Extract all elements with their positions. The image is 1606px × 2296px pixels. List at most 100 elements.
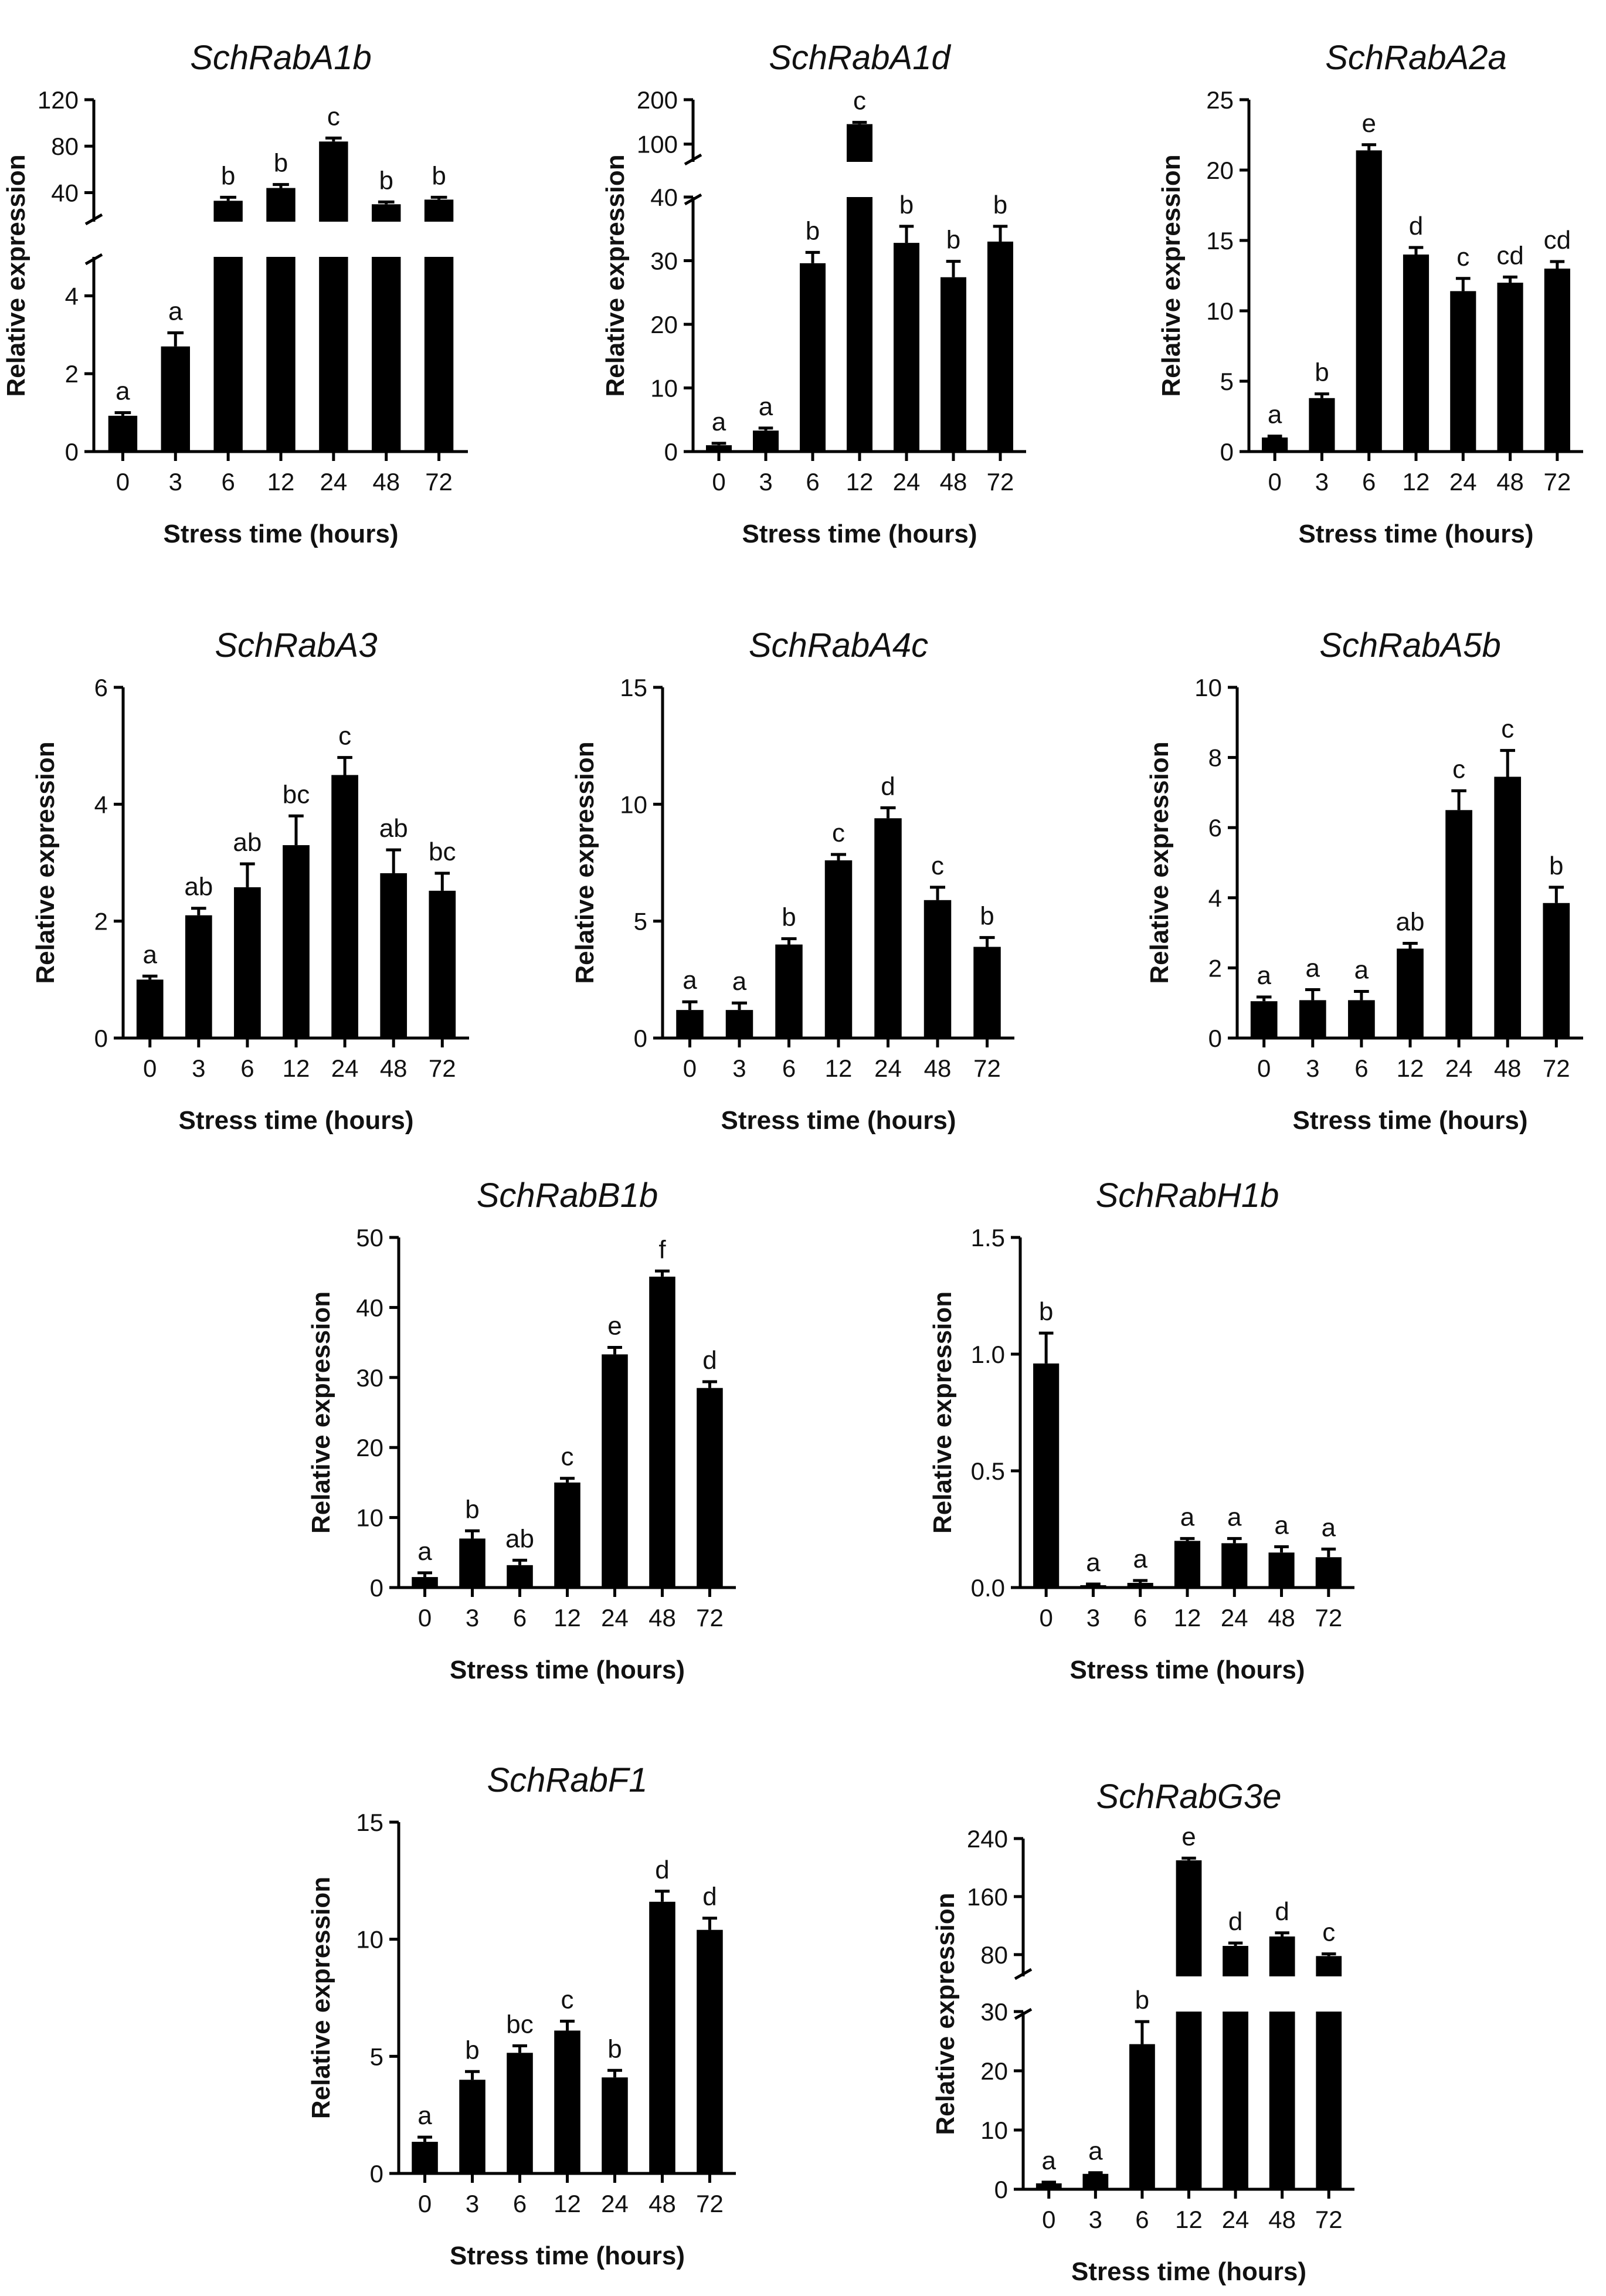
bar-12 [1174,1541,1201,1588]
y-axis-title: Relative expression [307,1291,335,1534]
bar-6 [1348,1000,1375,1038]
x-tick-label: 3 [1089,2206,1102,2233]
bar-12 [1397,948,1424,1038]
significance-letter: c [853,87,866,116]
bar-48-upper [1269,1936,1295,1976]
bar-72 [429,890,456,1038]
significance-letter: bc [283,780,310,809]
significance-letter: a [1180,1503,1195,1531]
bar-12 [847,197,872,452]
significance-letter: bc [506,2010,533,2039]
y-tick-label: 20 [650,311,678,338]
bar-48-upper [372,204,401,222]
y-tick-label: 6 [1208,814,1222,842]
x-tick-label: 48 [1268,1604,1295,1632]
y-tick-label: 30 [980,1998,1008,2026]
y-tick-label: 4 [65,282,79,310]
bar-48 [1497,283,1523,452]
x-axis-title: Stress time (hours) [164,520,399,548]
x-tick-label: 72 [987,468,1014,496]
x-tick-label: 6 [1362,468,1376,496]
bar-72 [973,947,1001,1038]
significance-letter: e [1361,109,1376,138]
bar-3 [1080,1585,1106,1588]
chart-panel-SchRabA1b: 02440801200a3a6b12b24c48b72bSchRabA1bStr… [2,39,468,548]
y-tick-label: 5 [1220,368,1234,395]
chart-panel-SchRabH1b: 0.0 0.5 1.0 1.5 0 b 3 a 6 a 12 a 24 a 48 a 72 a SchRabH1b S… [928,1176,1354,1684]
y-tick-label: 0 [664,438,678,466]
y-tick-label: 100 [637,131,678,158]
significance-letter: d [702,1883,717,1911]
bar-48 [380,873,408,1038]
y-tick-label: 15 [620,674,647,701]
y-tick-label: 10 [980,2117,1008,2144]
x-tick-label: 3 [759,468,772,496]
bar-72 [424,257,454,452]
significance-letter: b [1315,358,1329,387]
significance-letter: c [1456,243,1469,272]
significance-letter: c [1501,715,1514,744]
bar-0 [412,2142,438,2173]
significance-letter: b [1039,1297,1053,1326]
significance-letter: a [1257,961,1271,990]
bar-72 [1315,1557,1342,1588]
bar-6 [800,263,826,452]
bar-12-upper [847,124,872,162]
bar-12 [824,860,853,1038]
chart-title: SchRabG3e [1096,1778,1282,1816]
x-tick-label: 24 [1445,1054,1473,1082]
x-tick-label: 48 [1268,2206,1296,2233]
chart-panel-SchRabB1b: 0 10 20 30 40 50 0 a 3 b 6 ab 12 c 24 e 48 f 72 d SchRabB1b S… [307,1176,736,1684]
chart-title: SchRabA5b [1319,626,1501,664]
bar-72-upper [1316,1956,1342,1976]
bar-12 [266,257,296,452]
y-tick-label: 10 [1194,674,1222,701]
bar-3 [753,430,779,452]
bar-6 [507,1565,533,1588]
significance-letter: e [1181,1822,1196,1851]
y-tick-label: 0 [370,2160,383,2188]
x-tick-label: 72 [696,1604,724,1632]
bar-0 [108,415,138,452]
bar-72-upper [424,199,454,222]
significance-letter: b [607,2034,622,2063]
y-tick-label: 2 [1208,954,1222,982]
bar-3 [459,2080,485,2173]
x-tick-label: 72 [1543,1054,1570,1082]
significance-letter: a [732,967,747,996]
x-tick-label: 72 [429,1054,456,1082]
bar-72 [697,1929,723,2173]
significance-letter: b [806,216,820,245]
y-tick-label: 240 [967,1825,1008,1853]
significance-letter: a [1306,954,1320,982]
chart-panel-SchRabA4c: 0 5 10 15 0 a 3 a 6 b 12 c 24 d 48 c 72 b SchRabA4c Stress … [571,626,1014,1135]
x-tick-label: 24 [601,2190,629,2217]
bar-72 [987,241,1013,452]
bar-24 [1221,1543,1248,1588]
bar-12 [554,2030,580,2173]
significance-letter: bc [429,837,456,866]
bar-3 [459,1538,485,1588]
x-tick-label: 72 [1543,468,1571,496]
significance-letter: a [1268,401,1282,429]
bar-3 [161,346,190,452]
x-tick-label: 12 [1175,2206,1203,2233]
y-tick-label: 0 [1208,1025,1222,1052]
bar-0 [1250,1001,1278,1038]
significance-letter: a [683,966,697,995]
bar-24 [1223,2012,1248,2189]
x-tick-label: 3 [1086,1604,1100,1632]
y-axis-title: Relative expression [571,741,599,983]
y-axis-title: Relative expression [1157,154,1186,396]
x-axis-title: Stress time (hours) [1070,1656,1305,1684]
bar-0 [1033,1363,1060,1588]
y-tick-label: 40 [51,179,79,206]
chart-title: SchRabF1 [487,1761,647,1799]
significance-letter: c [338,722,351,751]
bar-12-upper [266,188,296,222]
x-axis-title: Stress time (hours) [1293,1106,1528,1135]
x-tick-label: 24 [874,1054,902,1082]
y-tick-label: 20 [356,1434,383,1461]
significance-letter: a [759,392,773,421]
significance-letter: b [465,2036,479,2064]
